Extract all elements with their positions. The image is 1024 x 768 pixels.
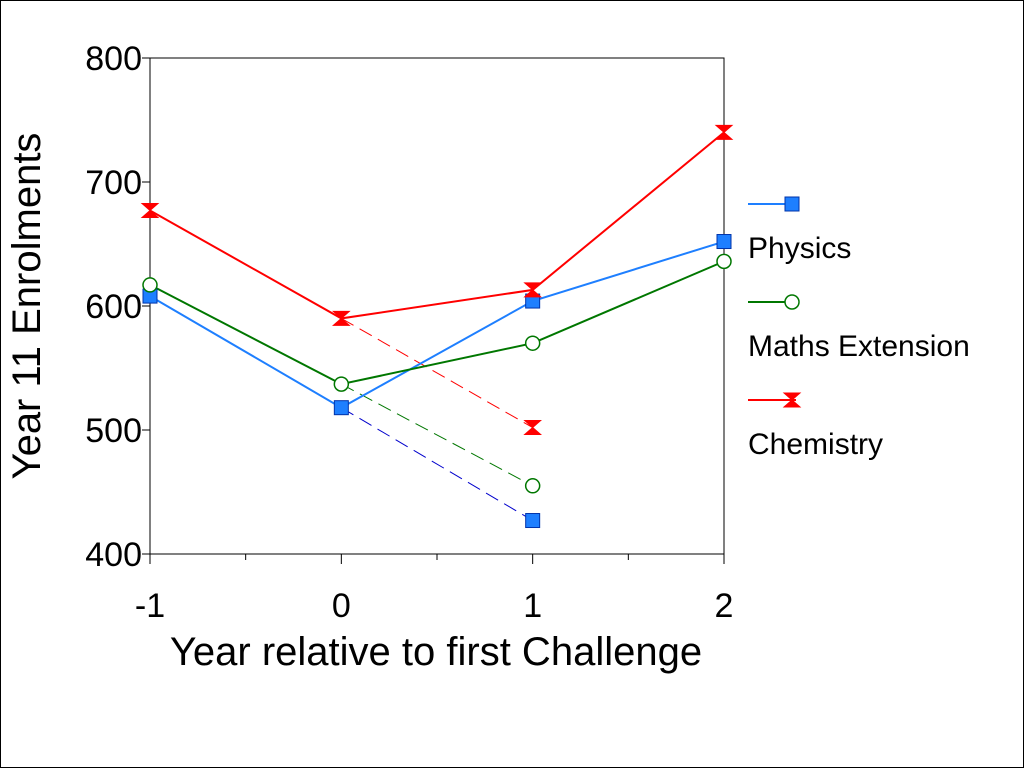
data-markers bbox=[140, 124, 734, 529]
chemistry-marker bbox=[332, 310, 351, 326]
maths-extension-marker bbox=[333, 376, 350, 392]
chemistry-marker bbox=[523, 282, 542, 298]
plot-area bbox=[149, 57, 725, 555]
physics-projection-line bbox=[341, 407, 533, 521]
chemistry-marker bbox=[140, 203, 160, 219]
physics-line bbox=[149, 240, 725, 409]
x-tick-label: 2 bbox=[715, 587, 734, 625]
plot-border bbox=[149, 57, 725, 555]
y-tick-label: 700 bbox=[85, 164, 142, 202]
physics-marker bbox=[716, 234, 732, 250]
legend-maths-extension-swatch-marker bbox=[784, 294, 800, 310]
x-tick-label: 0 bbox=[332, 587, 351, 625]
legend-chemistry-label: Chemistry bbox=[748, 428, 883, 461]
x-tick-label: 1 bbox=[523, 587, 542, 625]
chemistry-marker bbox=[714, 124, 734, 140]
maths-extension-projection-line bbox=[341, 383, 533, 487]
x-tick-label: -1 bbox=[135, 587, 165, 625]
maths-extension-marker bbox=[716, 253, 732, 270]
projection-lines bbox=[341, 317, 533, 521]
legend-chemistry-swatch-marker bbox=[782, 392, 802, 408]
maths-extension-marker bbox=[524, 335, 541, 351]
axes bbox=[142, 57, 725, 564]
legend-physics-label: Physics bbox=[748, 232, 851, 265]
physics-projection-marker bbox=[525, 513, 541, 529]
tick-labels: 400 500 600 700 800 -1 0 1 2 bbox=[85, 40, 733, 625]
maths-extension-projection-marker bbox=[524, 478, 541, 494]
series-lines bbox=[149, 131, 725, 409]
y-axis-title: Year 11 Enrolments bbox=[5, 133, 49, 480]
maths-extension-line bbox=[149, 260, 725, 386]
y-tick-label: 400 bbox=[85, 536, 142, 574]
x-axis-title: Year relative to first Challenge bbox=[170, 630, 702, 674]
maths-extension-marker bbox=[142, 277, 158, 293]
chemistry-projection-marker bbox=[523, 420, 542, 436]
legend: Physics Maths Extension Chemistry bbox=[748, 196, 970, 461]
y-tick-label: 800 bbox=[85, 40, 142, 78]
chemistry-projection-line bbox=[341, 317, 533, 428]
y-tick-label: 500 bbox=[85, 412, 142, 450]
legend-physics-swatch-marker bbox=[784, 196, 800, 212]
y-tick-label: 600 bbox=[85, 288, 142, 326]
physics-marker bbox=[333, 400, 349, 416]
chemistry-line bbox=[149, 131, 725, 320]
legend-maths-extension-label: Maths Extension bbox=[748, 330, 970, 363]
